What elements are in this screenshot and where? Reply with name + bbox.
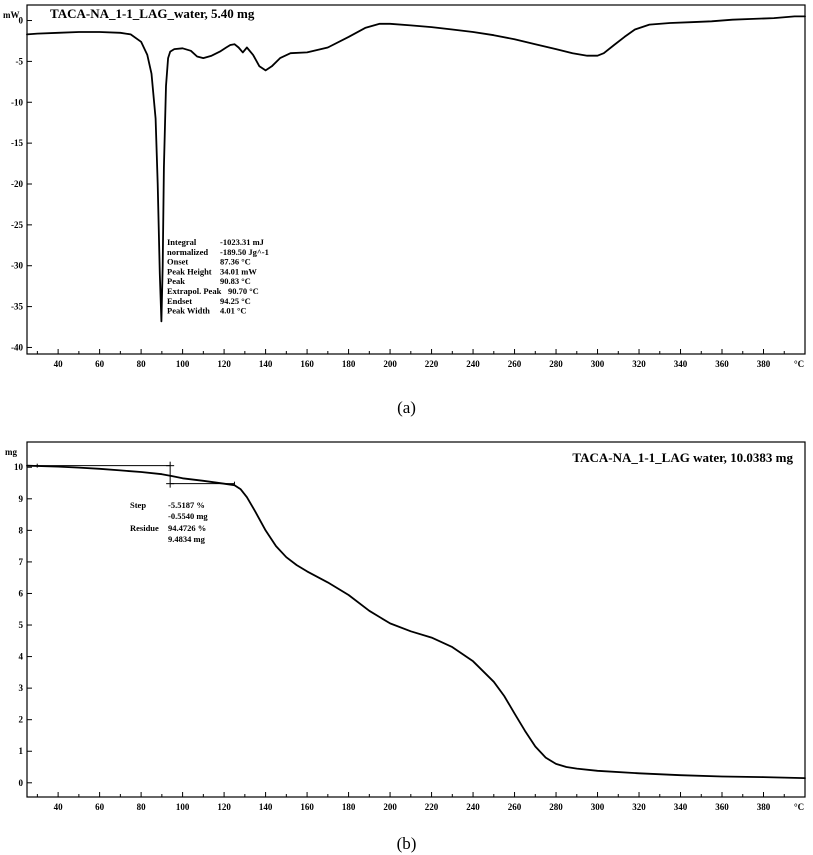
annotation-value: 94.4726 %: [168, 523, 206, 533]
annotation-value: 87.36 °C: [220, 257, 251, 267]
x-tick-label: 100: [176, 359, 190, 369]
annotation-label: Extrapol. Peak: [167, 286, 222, 296]
annotation-label: Peak Width: [167, 306, 210, 316]
tga-step-annotation: Step -5.5187 %-0.5540 mg Residue 94.4726 %9…: [130, 500, 208, 544]
y-tick-label: 1: [19, 746, 24, 756]
annotation-label: Step: [130, 500, 146, 510]
annotation-value: 94.25 °C: [220, 296, 251, 306]
dsc-y-unit: mW: [3, 10, 20, 20]
y-tick-label: 7: [19, 557, 24, 567]
y-tick-label: 6: [19, 588, 24, 598]
y-tick-label: 8: [19, 525, 24, 535]
dsc-plot-frame: [26, 4, 806, 355]
x-tick-label: 200: [383, 802, 397, 812]
tga-y-unit: mg: [5, 447, 17, 457]
annotation-value: -0.5540 mg: [168, 511, 208, 521]
annotation-label: Endset: [167, 296, 192, 306]
y-tick-label: -30: [11, 261, 23, 271]
dsc-curve: [26, 15, 806, 323]
x-tick-label: 320: [632, 359, 646, 369]
annotation-value: -189.50 Jg^-1: [220, 247, 269, 257]
y-tick-label: -15: [11, 138, 23, 148]
x-tick-label: 320: [632, 802, 646, 812]
annotation-value: 90.70 °C: [228, 286, 259, 296]
y-tick-label: 5: [19, 620, 24, 630]
dsc-peak-annotation: Integral -1023.31 mJ normalized -189.50 Jg…: [167, 237, 269, 316]
x-tick-label: 80: [137, 359, 147, 369]
x-tick-label: 340: [674, 359, 688, 369]
dsc-y-axis: 0 -5 -10 -15 -20 -25 -30 -35 -40: [11, 16, 32, 352]
x-tick-label: 140: [259, 359, 273, 369]
x-tick-label: 280: [549, 802, 563, 812]
x-tick-label: 120: [217, 802, 231, 812]
x-tick-label: 220: [425, 359, 439, 369]
dsc-x-unit: °C: [794, 359, 804, 369]
y-tick-label: 10: [14, 462, 24, 472]
x-tick-label: 300: [591, 802, 605, 812]
tga-plot-frame: [26, 441, 806, 798]
x-tick-label: 160: [300, 359, 314, 369]
x-tick-label: 260: [508, 359, 522, 369]
tga-x-unit: °C: [794, 802, 804, 812]
tga-curve: [26, 464, 806, 779]
y-tick-label: 2: [19, 715, 24, 725]
annotation-label: Residue: [130, 523, 159, 533]
annotation-value: 9.4834 mg: [168, 534, 206, 544]
y-tick-label: -25: [11, 220, 23, 230]
y-tick-label: -20: [11, 179, 23, 189]
x-tick-label: 100: [176, 802, 190, 812]
x-tick-label: 240: [466, 359, 480, 369]
x-tick-label: 40: [54, 359, 64, 369]
x-tick-label: 220: [425, 802, 439, 812]
dsc-x-axis: 40 60 80 100 120 140 160 180 200 220 240 260 280 300 3…: [36, 349, 785, 369]
x-tick-label: 360: [715, 802, 729, 812]
y-tick-label: -40: [11, 342, 23, 352]
x-tick-label: 40: [54, 802, 64, 812]
annotation-value: -5.5187 %: [168, 500, 205, 510]
x-tick-label: 180: [342, 359, 356, 369]
caption-a: (a): [397, 398, 416, 417]
y-tick-label: 0: [19, 16, 24, 26]
annotation-label: normalized: [167, 247, 208, 257]
tga-chart-title: TACA-NA_1-1_LAG water, 10.0383 mg: [572, 450, 793, 465]
y-tick-label: -5: [16, 56, 24, 66]
y-tick-label: 3: [19, 683, 24, 693]
x-tick-label: 300: [591, 359, 605, 369]
x-tick-label: 60: [95, 802, 105, 812]
annotation-label: Peak: [167, 276, 185, 286]
x-tick-label: 60: [95, 359, 105, 369]
x-tick-label: 160: [300, 802, 314, 812]
y-tick-label: -10: [11, 97, 23, 107]
annotation-value: 90.83 °C: [220, 276, 251, 286]
y-tick-label: 0: [19, 778, 24, 788]
tga-step-baselines: [33, 461, 235, 488]
annotation-label: Onset: [167, 257, 188, 267]
y-tick-label: 4: [19, 652, 24, 662]
x-tick-label: 360: [715, 359, 729, 369]
x-tick-label: 380: [757, 359, 771, 369]
y-tick-label: 9: [19, 494, 24, 504]
annotation-label: Peak Height: [167, 266, 212, 276]
dsc-chart: 0 -5 -10 -15 -20 -25 -30 -35 -40 40 60 80 100 120 140…: [3, 4, 806, 369]
dsc-chart-title: TACA-NA_1-1_LAG_water, 5.40 mg: [50, 6, 255, 21]
tga-x-axis: 40 60 80 100 120 140 160 180 200 220 240 260 280 300 3…: [36, 792, 785, 812]
caption-b: (b): [396, 834, 417, 853]
annotation-label: Integral: [167, 237, 197, 247]
x-tick-label: 280: [549, 359, 563, 369]
x-tick-label: 340: [674, 802, 688, 812]
annotation-value: 34.01 mW: [220, 266, 257, 276]
x-tick-label: 80: [137, 802, 147, 812]
x-tick-label: 120: [217, 359, 231, 369]
y-tick-label: -35: [11, 302, 23, 312]
x-tick-label: 180: [342, 802, 356, 812]
annotation-value: -1023.31 mJ: [220, 237, 265, 247]
x-tick-label: 260: [508, 802, 522, 812]
x-tick-label: 380: [757, 802, 771, 812]
x-tick-label: 240: [466, 802, 480, 812]
annotation-value: 4.01 °C: [220, 306, 247, 316]
x-tick-label: 140: [259, 802, 273, 812]
x-tick-label: 200: [383, 359, 397, 369]
